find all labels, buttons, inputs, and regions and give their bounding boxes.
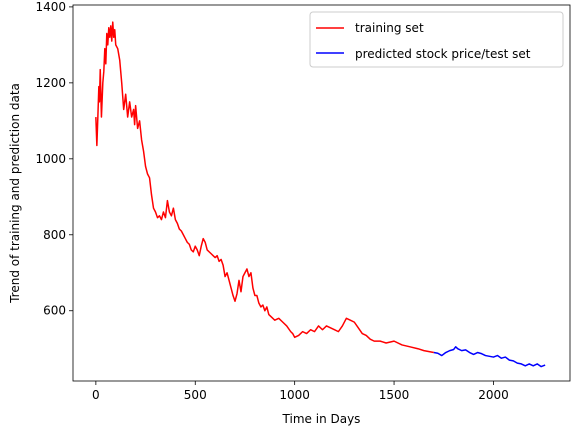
x-tick-label: 1500 [379,388,410,402]
series-line-predicted [433,346,546,368]
y-tick-label: 1000 [35,152,66,166]
y-axis-ticks: 600 800 1000 1200 1400 [35,0,73,318]
x-tick-label: 1000 [279,388,310,402]
x-axis-ticks: 0 500 1000 1500 2000 [92,381,509,402]
plot-frame [72,4,571,382]
legend-box [309,11,564,68]
y-tick-label: 1400 [35,0,66,14]
legend: training set predicted stock price/test … [309,11,564,68]
y-tick-label: 1200 [35,76,66,90]
y-tick-label: 800 [43,228,66,242]
x-tick-label: 0 [92,388,100,402]
series-layer [95,21,546,368]
series-line-training [95,21,434,354]
x-tick-label: 500 [184,388,207,402]
x-axis-label: Time in Days [282,412,361,426]
y-axis-label: Trend of training and prediction data [8,83,22,304]
y-tick-label: 600 [43,304,66,318]
plot-area [73,5,570,381]
legend-label-training: training set [355,21,424,35]
x-tick-label: 2000 [478,388,509,402]
legend-label-predicted: predicted stock price/test set [355,47,531,61]
